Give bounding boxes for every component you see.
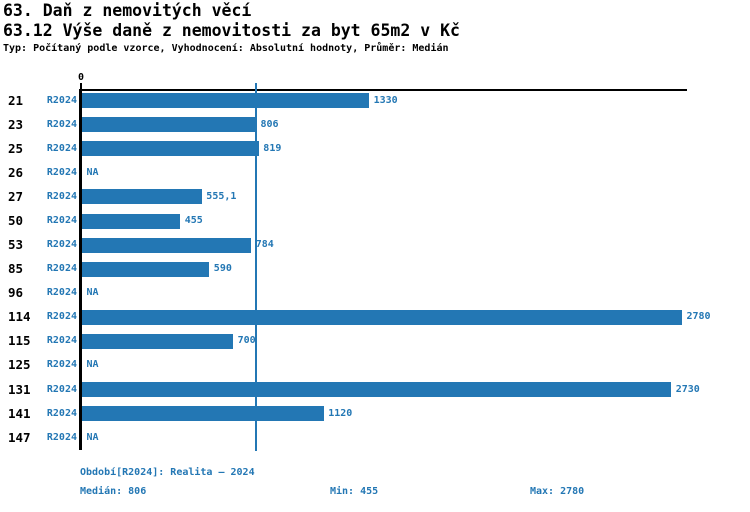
row-series-label: R2024 (46, 142, 77, 154)
min-stat-label: Min: 455 (330, 486, 379, 497)
row-category-label: 131 (8, 381, 31, 397)
value-bar (82, 141, 259, 157)
row-category-label: 26 (8, 164, 24, 180)
bar-value-label: 1120 (328, 407, 353, 419)
x-axis-zero-tick (80, 83, 82, 89)
bar-value-label: 555,1 (206, 190, 237, 202)
value-bar (82, 382, 672, 398)
na-label: NA (86, 431, 99, 443)
bar-value-label: 1330 (373, 94, 398, 106)
chart-subtitle: 63.12 Výše daně z nemovitosti za byt 65m… (3, 21, 460, 40)
row-category-label: 27 (8, 188, 24, 204)
value-bar (82, 237, 252, 253)
bar-value-label: 2730 (675, 383, 700, 395)
row-category-label: 96 (8, 285, 24, 301)
row-series-label: R2024 (46, 407, 77, 419)
row-series-label: R2024 (46, 431, 77, 443)
na-label: NA (86, 359, 99, 371)
row-category-label: 50 (8, 213, 24, 229)
bar-value-label: 590 (213, 263, 232, 275)
bar-value-label: 455 (184, 215, 203, 227)
chart-row: 21 R2024 1330 (0, 89, 750, 113)
value-bar (82, 406, 324, 422)
chart-row: 115 R2024 700 (0, 329, 750, 353)
row-series-label: R2024 (46, 118, 77, 130)
chart-row: 27 R2024 555,1 (0, 185, 750, 209)
row-category-label: 85 (8, 261, 24, 277)
row-category-label: 115 (8, 333, 31, 349)
row-series-label: R2024 (46, 311, 77, 323)
median-stat-label: Medián: 806 (80, 486, 147, 497)
row-category-label: 53 (8, 237, 24, 253)
chart-row: 125 R2024 NA (0, 353, 750, 377)
value-bar (82, 117, 256, 133)
row-series-label: R2024 (46, 287, 77, 299)
period-label: Období[R2024]: Realita – 2024 (80, 467, 255, 478)
row-category-label: 141 (8, 405, 31, 421)
chart-row: 23 R2024 806 (0, 113, 750, 137)
row-series-label: R2024 (46, 190, 77, 202)
row-category-label: 21 (8, 92, 24, 108)
median-reference-line (255, 83, 258, 451)
chart-row: 147 R2024 NA (0, 426, 750, 450)
row-series-label: R2024 (46, 94, 77, 106)
chart-row: 131 R2024 2730 (0, 378, 750, 402)
bar-value-label: 819 (263, 142, 282, 154)
y-axis-line (79, 89, 82, 450)
chart-row: 26 R2024 NA (0, 161, 750, 185)
row-category-label: 114 (8, 309, 31, 325)
chart-row: 96 R2024 NA (0, 281, 750, 305)
value-bar (82, 333, 234, 349)
na-label: NA (86, 287, 99, 299)
row-series-label: R2024 (46, 383, 77, 395)
row-category-label: 147 (8, 429, 31, 445)
value-bar (82, 213, 181, 229)
chart-row: 50 R2024 455 (0, 209, 750, 233)
row-category-label: 125 (8, 357, 31, 373)
row-category-label: 23 (8, 116, 24, 132)
bar-value-label: 784 (255, 239, 274, 251)
value-bar (82, 189, 202, 205)
row-series-label: R2024 (46, 263, 77, 275)
na-label: NA (86, 166, 99, 178)
chart-row: 25 R2024 819 (0, 137, 750, 161)
page-title: 63. Daň z nemovitých věcí (3, 1, 252, 20)
row-series-label: R2024 (46, 359, 77, 371)
row-series-label: R2024 (46, 215, 77, 227)
row-series-label: R2024 (46, 335, 77, 347)
chart-row: 53 R2024 784 (0, 233, 750, 257)
value-bar (82, 93, 370, 109)
max-stat-label: Max: 2780 (530, 486, 585, 497)
value-bar (82, 261, 210, 277)
chart-row: 114 R2024 2780 (0, 305, 750, 329)
chart-row: 141 R2024 1120 (0, 402, 750, 426)
bar-value-label: 806 (260, 118, 279, 130)
row-series-label: R2024 (46, 239, 77, 251)
chart-row: 85 R2024 590 (0, 257, 750, 281)
row-category-label: 25 (8, 140, 24, 156)
x-axis-line (80, 89, 687, 91)
value-bar (82, 309, 682, 325)
x-axis-zero-label: 0 (77, 72, 85, 83)
bar-value-label: 2780 (686, 311, 711, 323)
row-series-label: R2024 (46, 166, 77, 178)
bar-value-label: 700 (237, 335, 256, 347)
chart-meta-line: Typ: Počítaný podle vzorce, Vyhodnocení:… (3, 43, 449, 54)
